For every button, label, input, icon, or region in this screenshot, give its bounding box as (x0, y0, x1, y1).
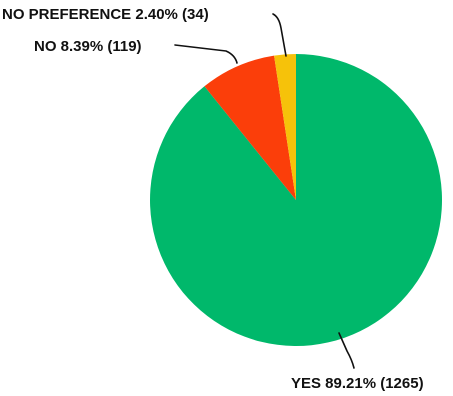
label-no: NO 8.39% (119) (34, 38, 142, 55)
slice-labels: NO PREFERENCE 2.40% (34) NO 8.39% (119) … (2, 6, 424, 392)
pie-slice-no (204, 55, 296, 200)
leader-line-yes (338, 332, 355, 369)
pie-slice-no-preference (274, 54, 296, 200)
pie-slice-yes (150, 54, 443, 346)
leader-line-no-preference (272, 13, 287, 57)
label-no-preference: NO PREFERENCE 2.40% (34) (2, 6, 209, 23)
label-yes: YES 89.21% (1265) (291, 375, 424, 392)
leader-lines (174, 13, 355, 369)
pie-slices (150, 54, 443, 346)
leader-line-no (174, 44, 238, 64)
